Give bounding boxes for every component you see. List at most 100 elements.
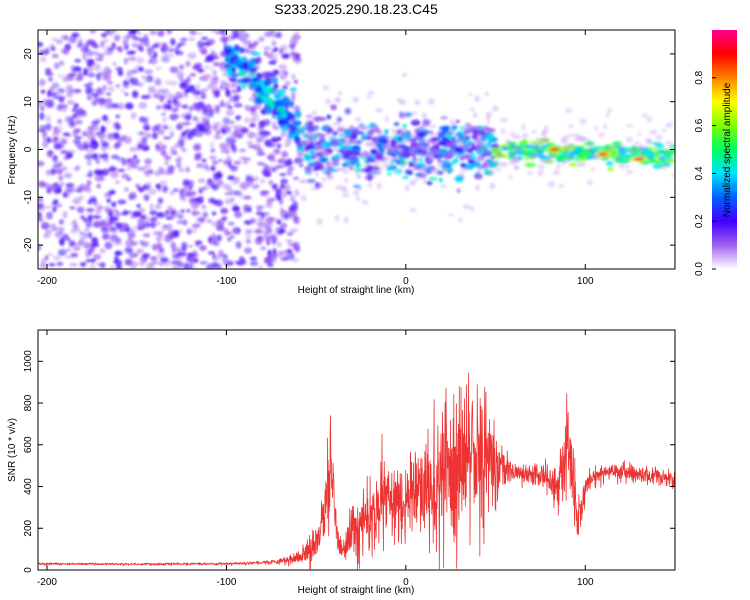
spectrogram-cell bbox=[267, 227, 274, 232]
spectrogram-cell bbox=[227, 237, 232, 242]
spectrogram-cell bbox=[244, 231, 252, 240]
spectrogram-cell bbox=[665, 160, 675, 163]
spectrogram-cell bbox=[86, 39, 96, 44]
spectrogram-cell bbox=[271, 184, 278, 189]
spectrogram-cell bbox=[304, 119, 312, 125]
spectrogram-cell bbox=[252, 132, 262, 138]
spectrogram-cell bbox=[239, 70, 246, 76]
spectrogram-cell bbox=[47, 90, 52, 98]
spectrogram-cell bbox=[384, 115, 389, 123]
spectrogram-cell bbox=[508, 174, 513, 180]
spectrogram-cell bbox=[255, 86, 263, 93]
spectrogram-cell bbox=[109, 189, 116, 195]
spectrogram-cell bbox=[655, 134, 663, 141]
spectrogram-cell bbox=[86, 207, 94, 213]
spectrogram-cell bbox=[144, 158, 153, 165]
spectrogram-cell bbox=[430, 137, 441, 141]
spectrogram-cell bbox=[277, 136, 282, 141]
spectrogram-cell bbox=[66, 237, 71, 242]
spectrogram-cell bbox=[124, 228, 133, 232]
spectrogram-cell bbox=[345, 155, 354, 162]
spectrogram-cell bbox=[178, 261, 184, 268]
spectrogram-cell bbox=[577, 158, 587, 162]
spectrogram-cell bbox=[566, 133, 575, 138]
spectrogram-cell bbox=[104, 50, 114, 56]
spectrogram-cell bbox=[523, 149, 534, 154]
spectrogram-cell bbox=[156, 122, 166, 128]
spectrogram-cell bbox=[53, 62, 60, 70]
spectrogram-cell bbox=[214, 256, 221, 262]
spectrogram-cell bbox=[215, 199, 224, 207]
spectrogram-cell bbox=[275, 188, 281, 197]
spectrogram-cell bbox=[465, 151, 473, 157]
spectrogram-cell bbox=[288, 100, 295, 108]
spectrogram-cell bbox=[113, 34, 121, 42]
spectrogram-cell bbox=[65, 193, 70, 198]
spectrogram-cell bbox=[181, 246, 187, 253]
spectrogram-cell bbox=[531, 129, 537, 134]
spectrogram-cell bbox=[293, 34, 299, 43]
spectrogram-cell bbox=[134, 252, 140, 257]
spectrogram-cell bbox=[38, 42, 43, 47]
spectrogram-cell bbox=[412, 111, 418, 115]
spectrogram-cell bbox=[254, 228, 264, 234]
spectrogram-cell bbox=[47, 153, 53, 158]
spectrogram-cell bbox=[126, 33, 131, 40]
spectrogram-cell bbox=[53, 199, 59, 205]
spectrogram-cell bbox=[225, 89, 231, 97]
spectrogram-cell bbox=[230, 125, 240, 129]
spectrogram-cell bbox=[79, 261, 87, 267]
spectrogram-cell bbox=[171, 259, 180, 266]
spectrogram-cell bbox=[96, 183, 102, 189]
spectrogram-cell bbox=[362, 151, 370, 157]
spectrogram-cell bbox=[204, 65, 210, 70]
spectrogram-cell bbox=[354, 117, 362, 122]
x-tick-label: 100 bbox=[577, 276, 594, 287]
spectrogram-cell bbox=[117, 137, 127, 142]
spectrogram-cell bbox=[101, 233, 110, 240]
spectrogram-cell bbox=[125, 262, 133, 266]
spectrogram-cell bbox=[421, 112, 427, 119]
spectrogram-cell bbox=[186, 228, 193, 235]
colorbar-tick-label: 0.0 bbox=[694, 262, 705, 276]
spectrogram-cell bbox=[40, 89, 46, 94]
spectrogram-cell bbox=[537, 164, 545, 170]
spectrogram-cell bbox=[613, 157, 620, 161]
spectrogram-cell bbox=[320, 158, 326, 164]
spectrogram-cell bbox=[117, 46, 123, 53]
spectrogram-cell bbox=[128, 232, 134, 241]
spectrogram-cell bbox=[394, 153, 399, 159]
spectrogram-cell bbox=[92, 215, 102, 219]
spectrogram-cell bbox=[276, 194, 282, 202]
spectrogram-cell bbox=[445, 154, 452, 161]
spectrogram-cell bbox=[73, 167, 80, 172]
spectrogram-cell bbox=[149, 209, 158, 216]
spectrogram-cell bbox=[198, 216, 206, 224]
spectrogram-cell bbox=[252, 143, 261, 151]
spectrogram-cell bbox=[605, 161, 614, 167]
spectrogram-cell bbox=[99, 91, 106, 96]
spectrogram-cell bbox=[186, 84, 196, 93]
spectrogram-cell bbox=[489, 182, 496, 190]
spectrogram-cell bbox=[52, 255, 62, 261]
spectrogram-cell bbox=[478, 154, 486, 160]
spectrogram-cell bbox=[95, 158, 101, 165]
spectrogram-cell bbox=[90, 262, 96, 269]
spectrogram-cell bbox=[563, 143, 571, 149]
spectrogram-cell bbox=[485, 111, 493, 118]
spectrogram-cell bbox=[421, 173, 426, 179]
spectrogram-cell bbox=[523, 156, 531, 160]
spectrogram-cell bbox=[179, 81, 188, 89]
spectrogram-cell bbox=[499, 117, 508, 123]
spectrogram-cell bbox=[465, 123, 472, 130]
spectrogram-cell bbox=[425, 161, 432, 165]
spectrogram-cell bbox=[399, 99, 407, 105]
spectrogram-cell bbox=[475, 137, 484, 144]
spectrogram-cell bbox=[472, 112, 478, 119]
spectrogram-cell bbox=[262, 212, 270, 216]
spectrogram-cell bbox=[474, 124, 481, 132]
spectrogram-cell bbox=[282, 96, 291, 103]
spectrogram-cell bbox=[257, 216, 265, 224]
spectrogram-cell bbox=[276, 219, 282, 225]
spectrogram-cell bbox=[324, 98, 332, 105]
